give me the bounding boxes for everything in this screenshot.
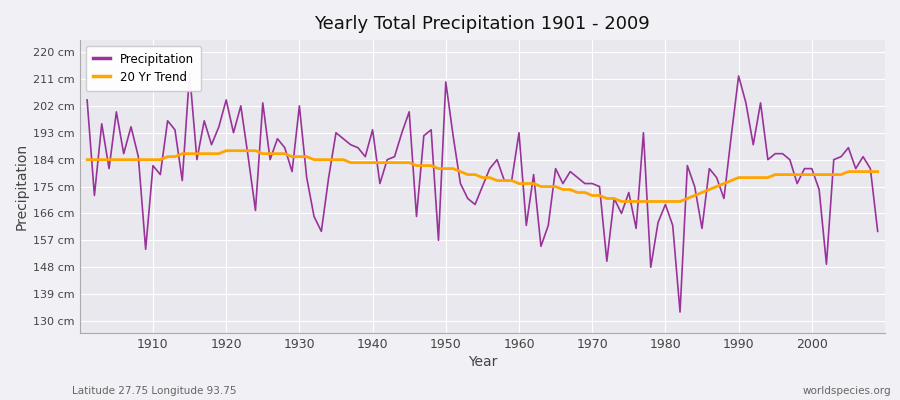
Precipitation <box>872 229 883 234</box>
Precipitation <box>309 214 320 219</box>
20 Yr Trend <box>353 160 364 165</box>
20 Yr Trend <box>220 148 231 153</box>
Line: Precipitation: Precipitation <box>87 73 878 312</box>
Precipitation <box>353 145 364 150</box>
20 Yr Trend <box>616 199 627 204</box>
Title: Yearly Total Precipitation 1901 - 2009: Yearly Total Precipitation 1901 - 2009 <box>314 15 651 33</box>
Precipitation <box>514 130 525 135</box>
20 Yr Trend <box>140 157 151 162</box>
20 Yr Trend <box>872 169 883 174</box>
Precipitation <box>82 98 93 102</box>
Precipitation <box>521 223 532 228</box>
20 Yr Trend <box>309 157 320 162</box>
Y-axis label: Precipitation: Precipitation <box>15 143 29 230</box>
Precipitation <box>140 247 151 252</box>
Precipitation <box>675 310 686 314</box>
Precipitation <box>608 196 619 201</box>
Line: 20 Yr Trend: 20 Yr Trend <box>87 151 878 202</box>
Legend: Precipitation, 20 Yr Trend: Precipitation, 20 Yr Trend <box>86 46 201 91</box>
20 Yr Trend <box>521 181 532 186</box>
X-axis label: Year: Year <box>468 355 497 369</box>
20 Yr Trend <box>514 181 525 186</box>
Text: Latitude 27.75 Longitude 93.75: Latitude 27.75 Longitude 93.75 <box>72 386 237 396</box>
20 Yr Trend <box>608 196 619 201</box>
Text: worldspecies.org: worldspecies.org <box>803 386 891 396</box>
Precipitation <box>184 70 195 75</box>
20 Yr Trend <box>82 157 93 162</box>
